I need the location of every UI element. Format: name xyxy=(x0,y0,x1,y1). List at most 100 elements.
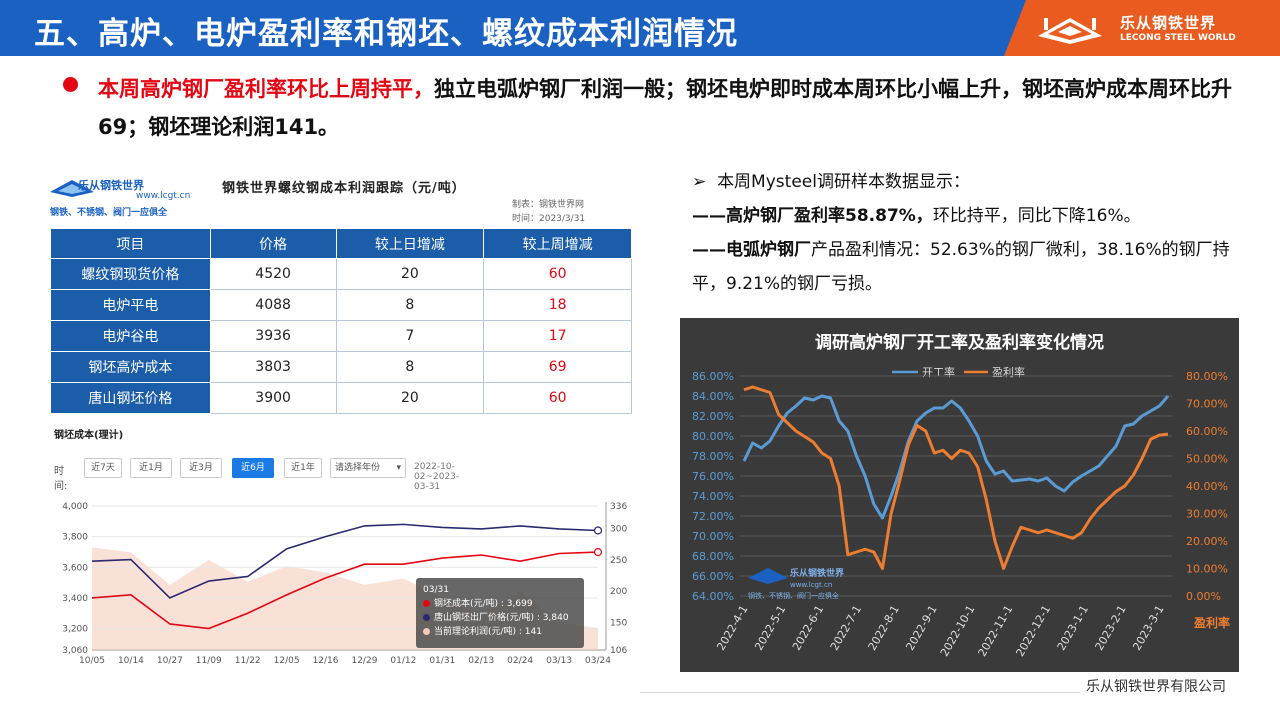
bullet-dot xyxy=(63,77,78,92)
y-tick-label: 78.00% xyxy=(692,450,734,463)
survey-summary: ➢ 本周Mysteel调研样本数据显示： ——高炉钢厂盈利率58.87%，环比持… xyxy=(692,165,1252,301)
chart-title: 调研高炉钢厂开工率及盈利率变化情况 xyxy=(815,332,1104,353)
table-cell-price: 3936 xyxy=(209,320,337,352)
table-header-price: 价格 xyxy=(209,228,337,259)
rebar-cost-panel: 乐从钢铁世界 www.lcgt.cn 钢铁、不锈钢、阀门一应俱全 钢铁世界螺纹钢… xyxy=(44,160,640,690)
y2-tick-label: 106 xyxy=(610,646,627,656)
table-cell-price: 4088 xyxy=(209,289,337,321)
y2-tick-label: 70.00% xyxy=(1186,398,1228,411)
series-line-operating-rate xyxy=(742,394,1170,520)
table-cell-item: 钢坯高炉成本 xyxy=(50,351,211,383)
x-tick-label: 11/09 xyxy=(196,656,222,666)
table-cell-day-change: 8 xyxy=(335,351,485,383)
tooltip-item-cost: 钢坯成本(元/吨) : 3,699 xyxy=(423,597,577,611)
series-line-tangshan-price xyxy=(91,523,599,599)
tooltip-dot xyxy=(423,600,430,607)
chart-tooltip: 03/31 钢坯成本(元/吨) : 3,699 唐山钢坯出厂价格(元/吨) : … xyxy=(416,578,584,648)
tooltip-dot xyxy=(423,614,430,621)
page-title: 五、高炉、电炉盈利率和钢坯、螺纹成本利润情况 xyxy=(34,16,738,52)
table-cell-day-change: 20 xyxy=(335,382,485,414)
table-cell-price: 3900 xyxy=(209,382,337,414)
tooltip-item-label: 钢坯成本(元/吨) : 3,699 xyxy=(434,599,533,609)
y-tick-label: 70.00% xyxy=(692,530,734,543)
x-tick-label: 03/13 xyxy=(546,656,572,666)
cost-table: 项目 价格 较上日增减 较上周增减 螺纹钢现货价格 4520 20 60 电炉平… xyxy=(50,228,632,414)
y-tick-label: 82.00% xyxy=(692,410,734,423)
watermark-name: 乐从钢铁世界 xyxy=(790,567,844,579)
chart-background xyxy=(680,318,1239,672)
panel-logo-slogan: 钢铁、不锈钢、阀门一应俱全 xyxy=(50,208,168,218)
filter-button-1y[interactable]: 近1年 xyxy=(284,458,322,478)
y2-tick-label: 30.00% xyxy=(1186,508,1228,521)
y2-tick-label: 0.00% xyxy=(1186,590,1221,603)
chevron-down-icon: ▾ xyxy=(396,463,401,473)
tooltip-item-label: 唐山钢坯出厂价格(元/吨) : 3,840 xyxy=(434,613,569,623)
filter-button-3m[interactable]: 近3月 xyxy=(180,458,222,478)
table-cell-item: 电炉谷电 xyxy=(50,320,211,352)
x-tick-label: 12/29 xyxy=(351,656,377,666)
x-tick-label: 10/27 xyxy=(157,656,183,666)
x-tick-label: 02/24 xyxy=(507,656,533,666)
summary-intro: ➢ 本周Mysteel调研样本数据显示： xyxy=(692,165,1252,199)
tooltip-item-label: 当前理论利润(元/吨) : 141 xyxy=(434,627,542,637)
summary-line-1-bold: ——高炉钢厂盈利率58.87%， xyxy=(692,206,933,226)
series-line-billet-cost xyxy=(91,551,599,630)
x-tick-label: 12/05 xyxy=(274,656,300,666)
watermark-logo-icon xyxy=(748,568,788,584)
summary-line-2: ——电弧炉钢厂产品盈利情况：52.63%的钢厂微利，38.16%的钢厂持平，9.… xyxy=(692,233,1252,301)
table-cell-item: 唐山钢坯价格 xyxy=(50,382,211,414)
table-header-week-change: 较上周增减 xyxy=(483,228,632,259)
footer-divider xyxy=(640,692,1080,693)
table-cell-item: 螺纹钢现货价格 xyxy=(50,258,211,290)
y-tick-label: 76.00% xyxy=(692,470,734,483)
table-cell-week-change: 60 xyxy=(483,258,632,290)
header-logo-name: 乐从钢铁世界 xyxy=(1120,14,1217,32)
table-row: 钢坯高炉成本 3803 8 69 xyxy=(50,351,632,383)
y2-tick-label: 20.00% xyxy=(1186,535,1228,548)
y2-tick-label: 80.00% xyxy=(1186,370,1228,383)
y2-tick-label: 10.00% xyxy=(1186,563,1228,576)
panel-logo-name: 乐从钢铁世界 xyxy=(78,179,144,192)
table-row: 唐山钢坯价格 3900 20 60 xyxy=(50,382,632,414)
year-select[interactable]: 请选择年份 ▾ xyxy=(330,458,406,478)
panel-time: 时间：2023/3/31 xyxy=(512,214,586,224)
y2-tick-label: 40.00% xyxy=(1186,480,1228,493)
footer-company: 乐从钢铁世界有限公司 xyxy=(1086,679,1226,695)
table-cell-day-change: 20 xyxy=(335,258,485,290)
table-cell-week-change: 17 xyxy=(483,320,632,352)
x-tick-label: 03/24 xyxy=(585,656,611,666)
y-tick-label: 66.00% xyxy=(692,570,734,583)
legend-label-profit: 盈利率 xyxy=(992,365,1025,379)
x-tick-label: 10/14 xyxy=(118,656,144,666)
y-tick-label: 3,600 xyxy=(62,563,88,573)
filter-button-7d[interactable]: 近7天 xyxy=(84,458,122,478)
headline-red: 本周高炉钢厂盈利率环比上周持平， xyxy=(98,77,434,101)
y2-tick-label: 150 xyxy=(610,618,627,628)
y-tick-label: 74.00% xyxy=(692,490,734,503)
panel-maker: 制表：钢铁世界网 xyxy=(512,200,585,210)
header-logo-english: LECONG STEEL WORLD xyxy=(1120,33,1236,43)
y2-tick-label: 50.00% xyxy=(1186,453,1228,466)
tooltip-dot xyxy=(423,628,430,635)
filter-button-1m[interactable]: 近1月 xyxy=(130,458,172,478)
filter-button-6m[interactable]: 近6月 xyxy=(232,458,274,478)
x-tick-label: 10/05 xyxy=(79,656,105,666)
table-cell-day-change: 8 xyxy=(335,289,485,321)
y-tick-label: 3,800 xyxy=(62,533,88,543)
legend-label-rate: 开工率 xyxy=(922,365,955,379)
table-cell-week-change: 60 xyxy=(483,382,632,414)
y2-tick-label: 250 xyxy=(610,556,627,566)
x-tick-label: 01/12 xyxy=(390,656,416,666)
y-tick-label: 84.00% xyxy=(692,390,734,403)
series-end-point xyxy=(593,526,603,535)
y-tick-label: 64.00% xyxy=(692,590,734,603)
time-filter-label: 时间: xyxy=(54,466,68,492)
table-header-row: 项目 价格 较上日增减 较上周增减 xyxy=(50,228,632,259)
table-row: 电炉平电 4088 8 18 xyxy=(50,289,632,321)
lecong-logo-icon xyxy=(1038,18,1102,44)
y-tick-label: 72.00% xyxy=(692,510,734,523)
y2-tick-label: 336 xyxy=(610,502,627,512)
x-tick-label: 01/31 xyxy=(429,656,455,666)
